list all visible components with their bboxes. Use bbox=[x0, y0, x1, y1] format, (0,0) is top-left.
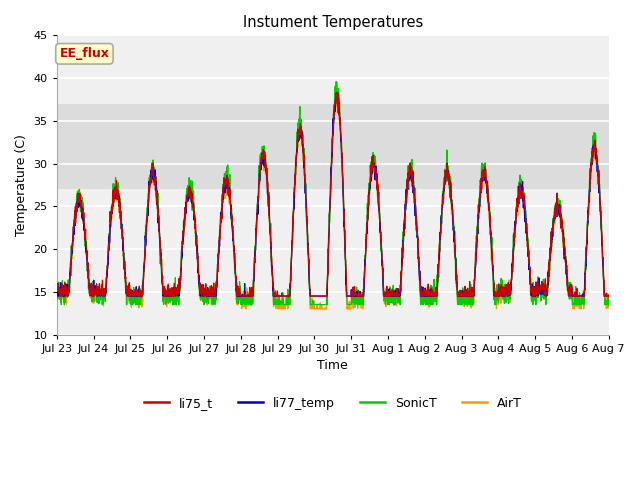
li77_temp bbox=[493, 293, 501, 299]
Line: li77_temp: li77_temp bbox=[57, 93, 609, 296]
Title: Instument Temperatures: Instument Temperatures bbox=[243, 15, 423, 30]
SonicT bbox=[605, 299, 612, 304]
li77_temp bbox=[361, 257, 369, 263]
li75_t bbox=[572, 293, 580, 299]
Y-axis label: Temperature (C): Temperature (C) bbox=[15, 134, 28, 236]
li75_t bbox=[557, 209, 564, 215]
X-axis label: Time: Time bbox=[317, 359, 348, 372]
SonicT bbox=[361, 252, 369, 258]
li77_temp bbox=[605, 293, 612, 299]
SonicT bbox=[349, 290, 357, 296]
SonicT bbox=[207, 285, 215, 290]
AirT bbox=[493, 297, 501, 302]
li75_t bbox=[56, 293, 64, 299]
li77_temp bbox=[53, 293, 61, 299]
li75_t bbox=[333, 89, 340, 95]
SonicT bbox=[332, 79, 340, 84]
AirT bbox=[572, 300, 580, 306]
li77_temp bbox=[349, 291, 356, 297]
Bar bbox=[57, 104, 609, 189]
SonicT bbox=[53, 289, 61, 295]
li75_t bbox=[207, 285, 215, 290]
li75_t bbox=[493, 293, 501, 299]
AirT bbox=[605, 303, 612, 309]
AirT bbox=[53, 287, 61, 292]
li77_temp bbox=[556, 204, 564, 210]
SonicT bbox=[572, 284, 580, 289]
AirT bbox=[332, 89, 340, 95]
SonicT bbox=[493, 294, 501, 300]
li77_temp bbox=[572, 293, 579, 299]
li77_temp bbox=[207, 288, 214, 294]
Line: AirT: AirT bbox=[57, 92, 609, 309]
li75_t bbox=[53, 285, 61, 291]
SonicT bbox=[557, 211, 564, 216]
AirT bbox=[361, 264, 369, 269]
AirT bbox=[557, 221, 564, 227]
li75_t bbox=[605, 293, 612, 299]
AirT bbox=[207, 297, 214, 302]
Text: EE_flux: EE_flux bbox=[60, 48, 109, 60]
AirT bbox=[349, 304, 357, 310]
Line: SonicT: SonicT bbox=[57, 82, 609, 305]
li75_t bbox=[361, 262, 369, 267]
AirT bbox=[243, 306, 250, 312]
SonicT bbox=[58, 302, 65, 308]
Legend: li75_t, li77_temp, SonicT, AirT: li75_t, li77_temp, SonicT, AirT bbox=[139, 392, 527, 415]
li77_temp bbox=[333, 90, 341, 96]
li75_t bbox=[349, 293, 357, 299]
Line: li75_t: li75_t bbox=[57, 92, 609, 296]
